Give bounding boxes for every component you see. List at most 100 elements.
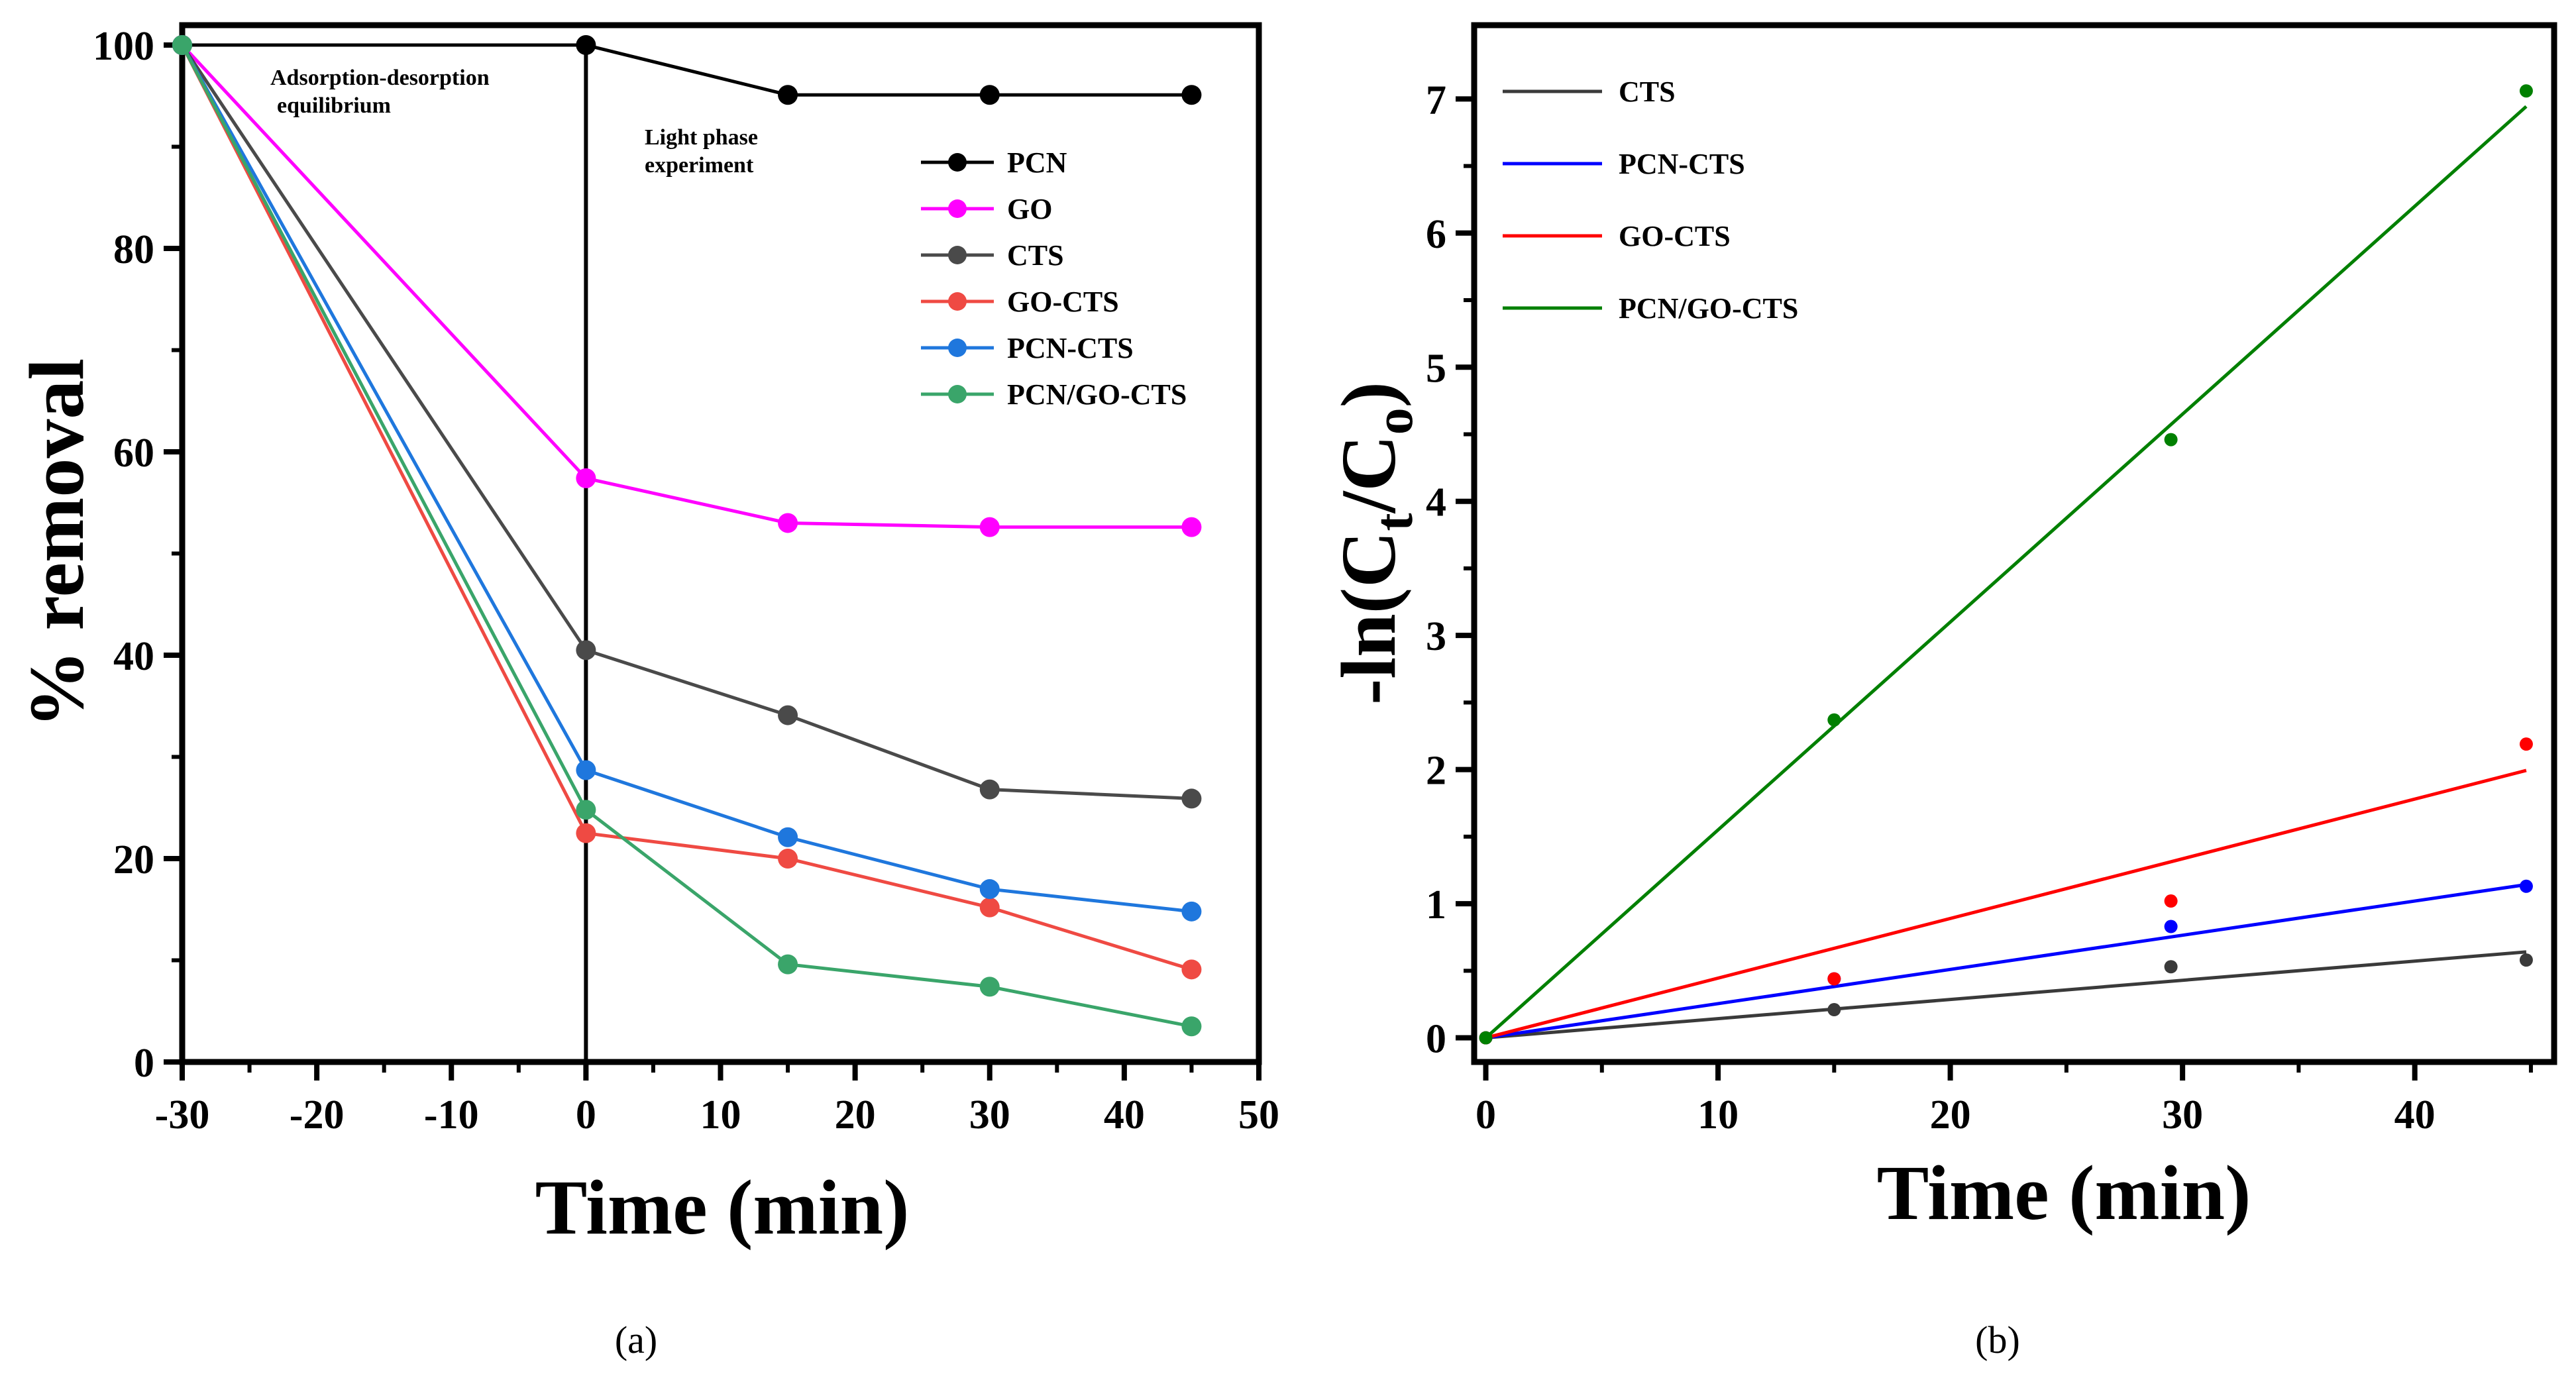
panel-a-point-pcn-cts xyxy=(1181,901,1202,922)
panel-a-x-tick-label: 50 xyxy=(1238,1092,1279,1138)
panel-a-x-tick-label: -20 xyxy=(290,1092,345,1138)
panel-b-y-axis-title: -ln(Ct/Co) xyxy=(1325,382,1424,705)
panel-b-legend-label-pcn-go-cts: PCN/GO-CTS xyxy=(1619,292,1798,325)
panel-a-point-pcn-go-cts xyxy=(778,954,798,975)
panel-b-point-cts xyxy=(1827,1003,1841,1017)
panel-b-fit-line-cts xyxy=(1485,950,2527,1040)
panel-a-point-pcn xyxy=(1181,85,1202,105)
panel-b-x-axis-title: Time (min) xyxy=(1877,1149,2251,1236)
panel-b-y-tick-label: 0 xyxy=(1426,1017,1446,1062)
panel-a-legend-label-go: GO xyxy=(1007,193,1052,225)
panel-b-point-go-cts xyxy=(2164,894,2178,908)
panel-a-point-pcn-go-cts xyxy=(576,800,596,820)
panel-a-point-go-cts xyxy=(576,823,596,843)
panel-a-point-cts xyxy=(979,779,1000,800)
panel-b-point-pcn-go-cts xyxy=(1827,713,1841,727)
panel-a-legend-marker-pcn-go-cts xyxy=(948,385,967,403)
panel-b-chart: 0 10 20 30 40 0 1 2 3 4 5 6 7 CTS PCN-CTS GO-CTS PCN/GO… xyxy=(1325,22,2557,1361)
panel-a-x-tick-label: 40 xyxy=(1104,1092,1145,1138)
panel-a-y-tick-label: 40 xyxy=(113,634,154,679)
panel-a-point-pcn xyxy=(778,85,798,105)
panel-a-y-tick-label: 100 xyxy=(93,24,154,69)
panel-a-plot-frame xyxy=(179,22,1262,1065)
panel-a-legend-marker-cts xyxy=(948,246,967,264)
panel-b-y-tick-label: 5 xyxy=(1426,346,1446,391)
panel-a-annotation-1: Adsorption-desorption xyxy=(270,66,490,90)
panel-a-x-tick-label: 30 xyxy=(969,1092,1010,1138)
panel-a-point-pcn xyxy=(979,85,1000,105)
panel-b-point-pcn-go-cts xyxy=(2519,84,2533,98)
panel-a-point-go-cts xyxy=(778,849,798,869)
panel-a-point-go xyxy=(979,517,1000,537)
panel-a-y-tick-label: 80 xyxy=(113,227,154,272)
panel-a-legend-label-pcn-go-cts: PCN/GO-CTS xyxy=(1007,378,1187,411)
panel-a-point-pcn-cts xyxy=(778,827,798,847)
panel-b-legend-label-cts: CTS xyxy=(1619,76,1676,108)
panel-b-point-go-cts xyxy=(1827,972,1841,986)
panel-b-point-go-cts xyxy=(2519,737,2533,751)
panel-b-y-tick-label: 4 xyxy=(1426,480,1446,525)
panel-b-y-title-part-3: ) xyxy=(1325,382,1412,407)
panel-a-chart: -30 -20 -10 0 10 20 30 40 50 0 20 40 60 80 100 PCN GO CT… xyxy=(13,22,1279,1361)
panel-a-series-line-go-cts xyxy=(180,44,1193,971)
panel-a-point-pcn-go-cts xyxy=(979,977,1000,997)
panel-a-y-tick-label: 60 xyxy=(113,431,154,476)
panel-a-legend-label-pcn: PCN xyxy=(1007,146,1067,179)
panel-b-y-title-part-1: -ln(C xyxy=(1325,531,1412,705)
panel-a-y-tick-label: 20 xyxy=(113,837,154,882)
panel-b-point-pcn-go-cts xyxy=(2164,433,2178,447)
panel-a-legend-marker-pcn xyxy=(948,153,967,172)
panel-b-y-tick-label: 3 xyxy=(1426,614,1446,659)
panel-b-point-cts xyxy=(2519,953,2533,967)
panel-a-point-pcn xyxy=(576,35,596,55)
panel-b-plot-frame xyxy=(1471,22,2557,1065)
panel-a-point-go xyxy=(778,513,798,533)
panel-a-label: (a) xyxy=(615,1318,657,1361)
panel-a-legend-marker-pcn-cts xyxy=(948,339,967,357)
panel-b-y-title-sub-2: o xyxy=(1364,407,1424,435)
panel-b-point-pcn-cts xyxy=(2519,879,2533,893)
panel-a-legend-label-pcn-cts: PCN-CTS xyxy=(1007,332,1134,364)
panel-a-y-axis-title: % removal xyxy=(13,358,100,728)
panel-b-label: (b) xyxy=(1975,1318,2020,1361)
panel-a-point-pcn-cts xyxy=(576,760,596,780)
panel-a-x-tick-label: 0 xyxy=(576,1092,596,1138)
panel-b-point-cts xyxy=(2164,960,2178,974)
panel-a-point-pcn-go-cts xyxy=(1181,1016,1202,1037)
panel-a-point-cts xyxy=(778,705,798,725)
panel-a-x-tick-label: -10 xyxy=(424,1092,479,1138)
panel-b-x-tick-label: 20 xyxy=(1930,1092,1971,1138)
panel-b-x-tick-label: 10 xyxy=(1697,1092,1739,1138)
panel-a-x-tick-label: -30 xyxy=(155,1092,210,1138)
panel-a-annotation-3: Light phase xyxy=(645,125,758,150)
panel-a-legend-label-go-cts: GO-CTS xyxy=(1007,286,1119,318)
panel-b-x-tick-label: 40 xyxy=(2394,1092,2436,1138)
panel-b-y-title-part-2: /C xyxy=(1325,435,1412,514)
panel-a-y-tick-label: 0 xyxy=(134,1041,154,1086)
panel-a-point-cts xyxy=(576,640,596,661)
panel-b-y-title-sub-1: t xyxy=(1364,513,1424,531)
panel-a-point-pcn-cts xyxy=(979,879,1000,900)
panel-a-point-go-cts xyxy=(1181,959,1202,980)
panel-a-annotation-2: equilibrium xyxy=(277,93,391,118)
panel-b-fit-line-pcn-go-cts xyxy=(1484,105,2528,1039)
panel-a-point-go-cts xyxy=(979,897,1000,918)
panel-a-point-go xyxy=(576,468,596,488)
panel-b-x-tick-label: 0 xyxy=(1476,1092,1496,1138)
panel-a-legend-marker-go xyxy=(948,199,967,218)
panel-b-y-tick-label: 2 xyxy=(1426,749,1446,794)
panel-a-legend-marker-go-cts xyxy=(948,292,967,311)
panel-b-point-pcn-cts xyxy=(2164,920,2178,933)
panel-b-y-tick-label: 7 xyxy=(1426,78,1446,123)
panel-a-x-tick-label: 20 xyxy=(835,1092,876,1138)
panel-b-y-tick-label: 1 xyxy=(1426,882,1446,927)
panel-a-legend-label-cts: CTS xyxy=(1007,239,1064,272)
panel-b-legend-label-pcn-cts: PCN-CTS xyxy=(1619,148,1745,180)
panel-a-point-cts xyxy=(1181,788,1202,809)
panel-a-point-go xyxy=(1181,517,1202,537)
panel-a-x-tick-label: 10 xyxy=(700,1092,741,1138)
panel-b-y-tick-label: 6 xyxy=(1426,212,1446,257)
panel-b-legend-label-go-cts: GO-CTS xyxy=(1619,220,1731,252)
panel-a-x-axis-title: Time (min) xyxy=(535,1164,910,1251)
